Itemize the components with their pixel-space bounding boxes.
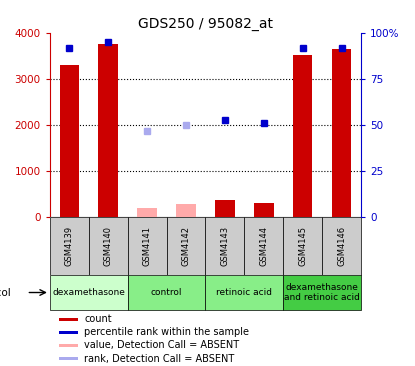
Text: GSM4143: GSM4143 [220, 226, 229, 266]
Text: count: count [84, 314, 112, 324]
Bar [205, 275, 283, 310]
Bar [128, 275, 205, 310]
Text: percentile rank within the sample: percentile rank within the sample [84, 327, 249, 337]
Text: GSM4139: GSM4139 [65, 226, 74, 266]
Bar [176, 203, 196, 217]
Bar [137, 208, 157, 217]
Bar [89, 217, 128, 275]
Bar [205, 217, 244, 275]
Text: retinoic acid: retinoic acid [216, 288, 272, 297]
Bar [254, 203, 273, 217]
Text: GSM4144: GSM4144 [259, 227, 268, 266]
Text: dexamethasone
and retinoic acid: dexamethasone and retinoic acid [284, 283, 360, 302]
Bar [59, 65, 79, 217]
Bar [59, 318, 78, 321]
Text: GSM4146: GSM4146 [337, 226, 346, 266]
Bar [166, 217, 205, 275]
Text: GSM4145: GSM4145 [298, 227, 307, 266]
Bar [322, 217, 361, 275]
Text: value, Detection Call = ABSENT: value, Detection Call = ABSENT [84, 340, 239, 351]
Title: GDS250 / 95082_at: GDS250 / 95082_at [138, 16, 273, 30]
Text: protocol: protocol [0, 288, 11, 298]
Bar [50, 275, 128, 310]
Text: rank, Detection Call = ABSENT: rank, Detection Call = ABSENT [84, 354, 234, 364]
Bar [332, 49, 352, 217]
Bar [283, 217, 322, 275]
Bar [215, 200, 234, 217]
Text: GSM4141: GSM4141 [143, 227, 151, 266]
Bar [128, 217, 166, 275]
Text: dexamethasone: dexamethasone [52, 288, 125, 297]
Text: GSM4142: GSM4142 [181, 227, 190, 266]
Bar [59, 331, 78, 334]
Bar [293, 55, 312, 217]
Bar [59, 357, 78, 360]
Bar [98, 44, 118, 217]
Bar [59, 344, 78, 347]
Bar [283, 275, 361, 310]
Bar [244, 217, 283, 275]
Bar [50, 217, 89, 275]
Text: control: control [151, 288, 182, 297]
Text: GSM4140: GSM4140 [104, 227, 112, 266]
